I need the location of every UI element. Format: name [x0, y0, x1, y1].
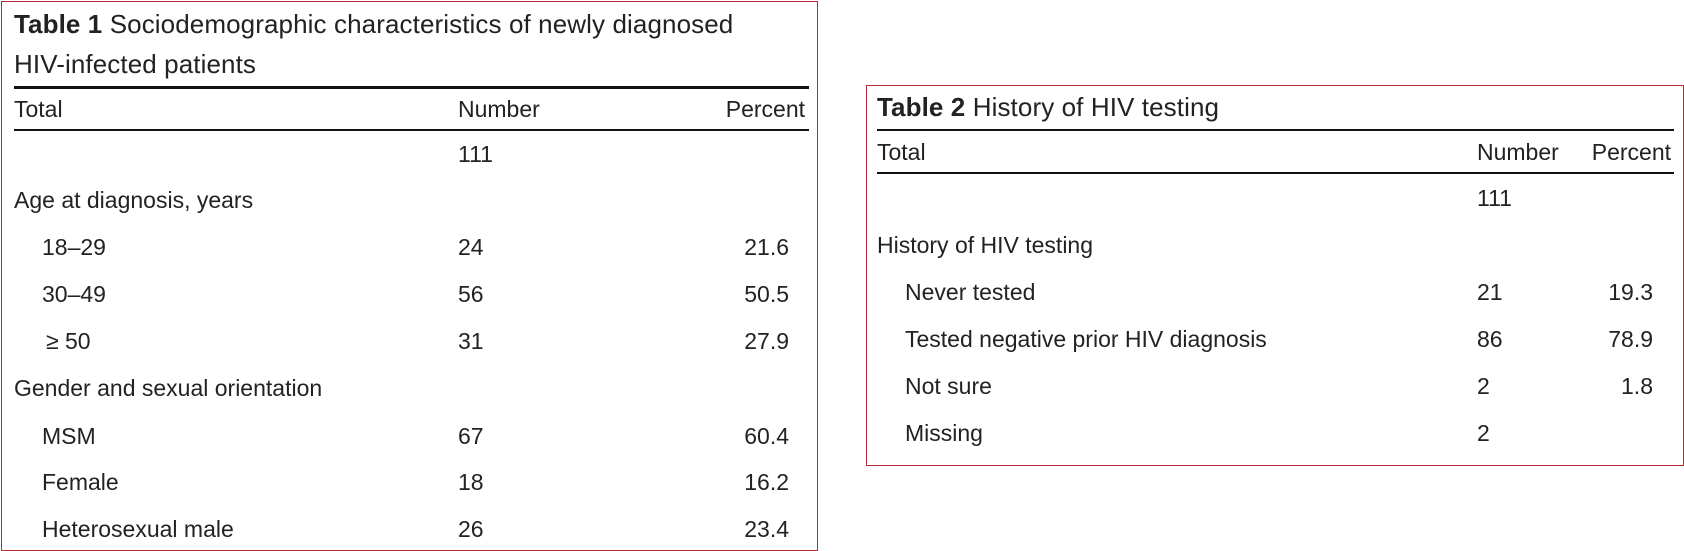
table-1-row-percent: 16.2 — [744, 469, 789, 495]
table-1-top-rule — [14, 86, 809, 89]
table-2-caption: Table 2 History of HIV testing — [877, 89, 1219, 125]
table-1-header-total: Total — [14, 96, 63, 122]
table-1-row-number: 26 — [458, 516, 484, 542]
table-2-row-label: Never tested — [905, 279, 1036, 305]
table-2-header-number: Number — [1477, 139, 1559, 165]
table-2-row-number: 2 — [1477, 420, 1490, 446]
table-1-row-label: Heterosexual male — [42, 516, 234, 542]
table-1-row-percent: 50.5 — [744, 281, 789, 307]
table-1-row-percent: 60.4 — [744, 423, 789, 449]
table-1-group-title: Age at diagnosis, years — [14, 187, 254, 213]
table-2-row-label: Missing — [905, 420, 983, 446]
table-1-row-label: Female — [42, 469, 119, 495]
table-1-row-number: 24 — [458, 234, 484, 260]
table-2-row-percent: 19.3 — [1608, 279, 1653, 305]
table-1-row-label: 18–29 — [42, 234, 106, 260]
table-1-row-percent: 21.6 — [744, 234, 789, 260]
table-2-row-number: 2 — [1477, 373, 1490, 399]
table-2-group-title: History of HIV testing — [877, 232, 1094, 258]
table-2-header-total: Total — [877, 139, 926, 165]
table-2-header-percent: Percent — [1591, 139, 1671, 165]
table-1-header-number: Number — [458, 96, 540, 122]
table-1: Table 1 Sociodemographic characteristics… — [1, 1, 818, 551]
table-1-row-label: MSM — [42, 423, 96, 449]
table-1-header-rule — [14, 129, 809, 131]
table-2-header-rule — [877, 172, 1674, 174]
table-1-row-number: 67 — [458, 423, 484, 449]
table-1-row-label: ≥ 50 — [46, 328, 91, 354]
table-1-group-title: Gender and sexual orientation — [14, 375, 323, 401]
table-1-caption-line-1: Sociodemographic characteristics of newl… — [109, 9, 734, 39]
table-2-row-number: 86 — [1477, 326, 1503, 352]
table-2-total-number: 111 — [1477, 185, 1512, 211]
table-1-row-number: 56 — [458, 281, 484, 307]
table-2-label: Table 2 — [877, 92, 966, 122]
table-2-row-number: 21 — [1477, 279, 1503, 305]
table-2-row-label: Not sure — [905, 373, 992, 399]
table-1-label: Table 1 — [14, 9, 103, 39]
table-1-row-label: 30–49 — [42, 281, 106, 307]
table-1-caption: Table 1 Sociodemographic characteristics… — [14, 6, 733, 42]
table-2-row-percent: 1.8 — [1621, 373, 1653, 399]
table-2-top-rule — [877, 129, 1674, 131]
table-1-header-percent: Percent — [725, 96, 805, 122]
table-1-row-number: 18 — [458, 469, 484, 495]
table-2-row-percent: 78.9 — [1608, 326, 1653, 352]
table-1-row-number: 31 — [458, 328, 484, 354]
table-2-caption-text: History of HIV testing — [972, 92, 1220, 122]
table-1-caption-line-2: HIV-infected patients — [14, 49, 257, 79]
table-2-row-label: Tested negative prior HIV diagnosis — [905, 326, 1267, 352]
table-1-row-percent: 27.9 — [744, 328, 789, 354]
table-1-row-percent: 23.4 — [744, 516, 789, 542]
table-2: Table 2 History of HIV testing Total Num… — [866, 85, 1684, 466]
table-1-total-number: 111 — [458, 141, 493, 167]
